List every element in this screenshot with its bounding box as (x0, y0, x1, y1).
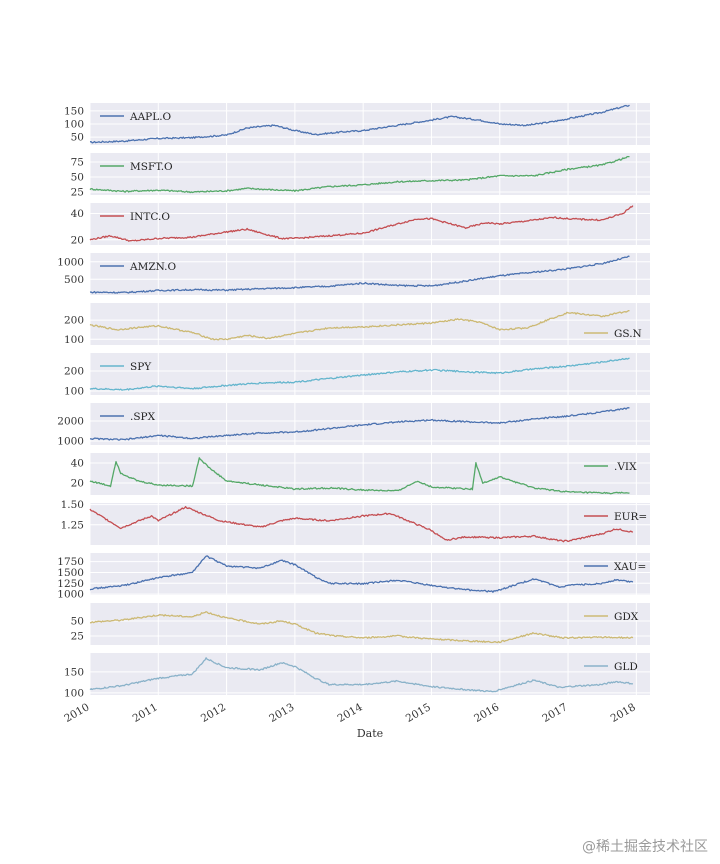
legend-label: GDX (614, 611, 639, 623)
series-line (89, 255, 630, 294)
legend-label: INTC.O (130, 211, 170, 223)
x-tick-label: 2013 (267, 701, 296, 725)
legend-label: .SPX (130, 411, 156, 423)
subplot--vix: 20 40 .VIX (71, 453, 650, 495)
watermark-text: @稀土掘金技术社区 (582, 839, 708, 855)
legend-label: .VIX (614, 461, 637, 473)
x-tick-label: 2015 (404, 701, 433, 725)
y-tick-label: 500 (64, 274, 84, 286)
y-tick-label: 40 (71, 208, 84, 220)
legend-label: GS.N (614, 328, 642, 340)
plot-area (90, 203, 650, 245)
y-tick-label: 1000 (57, 256, 84, 268)
y-tick-label: 100 (64, 334, 84, 346)
subplot-eur-: 1.25 1.50 EUR= (61, 499, 650, 545)
y-tick-label: 2000 (57, 416, 84, 428)
plot-area (90, 653, 650, 695)
series-line (89, 555, 634, 593)
y-tick-label: 100 (64, 386, 84, 398)
y-tick-label: 75 (71, 157, 84, 169)
plot-area (90, 303, 650, 345)
series-line (89, 205, 634, 242)
series-line (89, 505, 634, 543)
plot-area (90, 453, 650, 495)
legend-label: GLD (614, 661, 638, 673)
legend-label: AMZN.O (129, 261, 176, 273)
subplot--spx: 1000 2000 .SPX (57, 403, 650, 448)
x-axis: 2010 2011 2012 2013 2014 2015 2016 2017 2018 Date (62, 701, 637, 740)
series-line (89, 657, 634, 693)
plot-area (90, 353, 650, 395)
y-tick-label: 20 (71, 478, 84, 490)
series-line (89, 155, 630, 194)
subplot-amzn-o: 500 1000 AMZN.O (57, 253, 650, 295)
subplot-intc-o: 20 40 INTC.O (71, 203, 650, 246)
legend-label: SPY (130, 361, 152, 373)
y-tick-label: 50 (71, 616, 84, 628)
y-tick-label: 1500 (57, 567, 84, 579)
plot-area (90, 603, 650, 645)
legend-label: MSFT.O (130, 161, 173, 173)
subplot-spy: 100 200 SPY (64, 353, 650, 398)
plot-area (90, 503, 650, 545)
y-tick-label: 150 (64, 105, 84, 117)
y-tick-label: 50 (71, 172, 84, 184)
x-tick-label: 2014 (336, 701, 365, 725)
x-tick-label: 2017 (540, 701, 569, 725)
y-tick-label: 50 (71, 132, 84, 144)
series-line (89, 457, 630, 495)
y-tick-label: 200 (64, 366, 84, 378)
y-tick-label: 20 (71, 234, 84, 246)
y-tick-label: 100 (64, 119, 84, 131)
y-tick-label: 200 (64, 315, 84, 327)
series-line (89, 407, 630, 441)
plot-area (90, 153, 650, 195)
series-line (89, 611, 634, 644)
x-tick-label: 2018 (609, 701, 638, 725)
y-tick-label: 150 (64, 666, 84, 678)
subplot-gs-n: 100 200 GS.N (64, 303, 650, 346)
y-tick-label: 40 (71, 458, 84, 470)
x-tick-label: 2010 (62, 701, 91, 725)
subplot-gld: 100 150 GLD (64, 653, 650, 699)
legend-label: EUR= (614, 511, 647, 523)
y-tick-label: 25 (71, 631, 84, 643)
series-line (89, 104, 630, 144)
series-line (89, 357, 630, 391)
plot-area (90, 553, 650, 595)
subplot-msft-o: 25 50 75 MSFT.O (71, 153, 650, 199)
y-tick-label: 1000 (57, 436, 84, 448)
y-tick-label: 1.25 (61, 519, 84, 531)
plot-area (90, 253, 650, 295)
x-tick-label: 2012 (199, 701, 228, 725)
series-line (89, 309, 630, 341)
legend-label: AAPL.O (129, 111, 172, 123)
legend-label: XAU= (614, 561, 646, 573)
y-tick-label: 1.50 (61, 499, 84, 511)
x-tick-label: 2016 (472, 701, 501, 725)
subplot-gdx: 25 50 GDX (71, 603, 650, 645)
y-tick-label: 1250 (57, 578, 84, 590)
x-axis-title: Date (357, 727, 383, 740)
y-tick-label: 1750 (57, 556, 84, 568)
y-tick-label: 25 (71, 187, 84, 199)
y-tick-label: 100 (64, 687, 84, 699)
y-tick-label: 1000 (57, 589, 84, 601)
x-tick-label: 2011 (131, 701, 160, 725)
